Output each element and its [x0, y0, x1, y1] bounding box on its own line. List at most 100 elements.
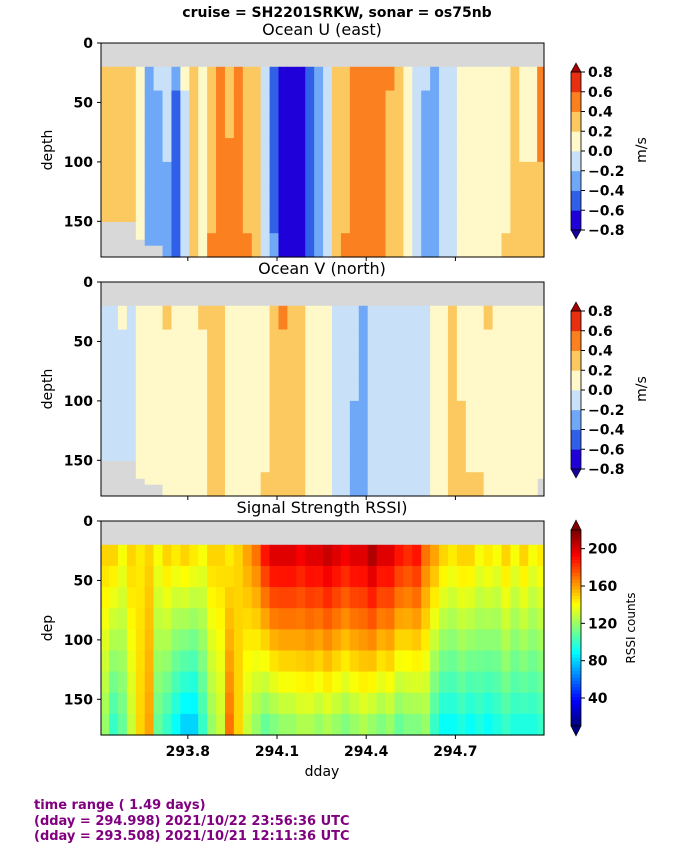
heatmap-cell [296, 448, 306, 473]
heatmap-cell [439, 565, 449, 588]
heatmap-cell [233, 565, 244, 588]
heatmap-cell [153, 424, 164, 450]
heatmap-cell [224, 650, 235, 673]
heatmap-cell [456, 692, 467, 715]
heatmap-cell [101, 66, 110, 92]
colorbar-segment [571, 556, 581, 560]
heatmap-cell [109, 400, 119, 426]
heatmap-cell [403, 329, 413, 354]
heatmap-cell [242, 400, 253, 426]
heatmap-cell [126, 138, 137, 163]
heatmap-cell [180, 305, 190, 331]
heatmap-cell [510, 424, 520, 450]
heatmap-cell [224, 671, 235, 694]
heatmap-cell [233, 353, 244, 378]
heatmap-cell [439, 377, 449, 402]
heatmap-cell [492, 608, 503, 630]
heatmap-cell [456, 424, 467, 450]
heatmap-cell [447, 544, 458, 567]
heatmap-cell [117, 629, 128, 652]
heatmap-cell [349, 66, 360, 92]
heatmap-cell [233, 629, 244, 652]
heatmap-cell [412, 692, 422, 715]
heatmap-cell [492, 544, 503, 567]
heatmap-cell [260, 608, 271, 630]
heatmap-cell [207, 353, 217, 378]
heatmap-cell [180, 329, 190, 354]
colorbar-segment [571, 654, 581, 658]
heatmap-cell [216, 233, 226, 258]
y-tick-label: 100 [64, 633, 93, 649]
heatmap-cell [153, 90, 164, 115]
heatmap-cell [501, 650, 511, 673]
heatmap-cell [474, 713, 485, 736]
heatmap-cell [126, 209, 137, 222]
heatmap-cell [207, 587, 217, 609]
heatmap-cell [340, 587, 351, 609]
heatmap-cell [412, 233, 422, 258]
heatmap-cell [101, 209, 110, 222]
heatmap-cell [492, 66, 503, 92]
colorbar-segment [571, 562, 581, 567]
heatmap-cell [260, 377, 271, 402]
heatmap-cell [207, 400, 217, 426]
heatmap-cell [430, 400, 440, 426]
panel-rssi-title: Signal Strength RSSI) [237, 498, 408, 517]
heatmap-cell [305, 608, 315, 630]
heatmap-cell [358, 400, 369, 426]
heatmap-cell [430, 305, 440, 331]
heatmap-cell [189, 66, 199, 92]
colorbar-segment [571, 641, 581, 645]
heatmap-cell [278, 565, 289, 588]
heatmap-cell [278, 587, 289, 609]
panel-rssi-frame [100, 520, 545, 736]
heatmap-cell [528, 472, 538, 497]
heatmap-cell [430, 448, 440, 473]
heatmap-cell [224, 400, 235, 426]
heatmap-cell [224, 565, 235, 588]
heatmap-cell [305, 185, 315, 211]
heatmap-cell [510, 671, 520, 694]
heatmap-cell [251, 472, 262, 497]
colorbar-segment [571, 552, 581, 557]
heatmap-cell [305, 448, 315, 473]
heatmap-cell [198, 66, 208, 92]
heatmap-cell [340, 185, 351, 211]
heatmap-cell [421, 209, 431, 234]
heatmap-cell [251, 448, 262, 473]
heatmap-cell [180, 209, 190, 234]
heatmap-cell [323, 472, 333, 497]
heatmap-cell [189, 353, 199, 378]
heatmap-cell [537, 424, 545, 450]
heatmap-cell [403, 608, 413, 630]
heatmap-cell [180, 400, 190, 426]
heatmap-cell [269, 329, 280, 354]
heatmap-cell [153, 66, 164, 92]
heatmap-cell [447, 671, 458, 694]
heatmap-cell [519, 587, 529, 609]
heatmap-cell [109, 587, 119, 609]
colorbar-segment [571, 409, 581, 430]
heatmap-cell [242, 329, 253, 354]
heatmap-cell [439, 544, 449, 567]
heatmap-cell [385, 209, 396, 234]
heatmap-cell [501, 90, 511, 115]
heatmap-cell [314, 233, 324, 258]
heatmap-cell [367, 472, 378, 497]
heatmap-cell [323, 233, 333, 258]
heatmap-cell [447, 692, 458, 715]
heatmap-cell [510, 305, 520, 331]
heatmap-cell [367, 544, 378, 567]
heatmap-cell [135, 565, 146, 588]
heatmap-cell [528, 400, 538, 426]
heatmap-cell [109, 66, 119, 92]
heatmap-cell [296, 565, 306, 588]
heatmap-cell [537, 692, 545, 715]
heatmap-cell [519, 233, 529, 258]
heatmap-cell [394, 424, 404, 450]
heatmap-cell [101, 671, 110, 694]
colorbar-segment [571, 677, 581, 681]
heatmap-cell [278, 448, 289, 473]
heatmap-cell [439, 448, 449, 473]
start-time-line: (dday = 293.508) 2021/10/21 12:11:36 UTC [34, 829, 350, 844]
